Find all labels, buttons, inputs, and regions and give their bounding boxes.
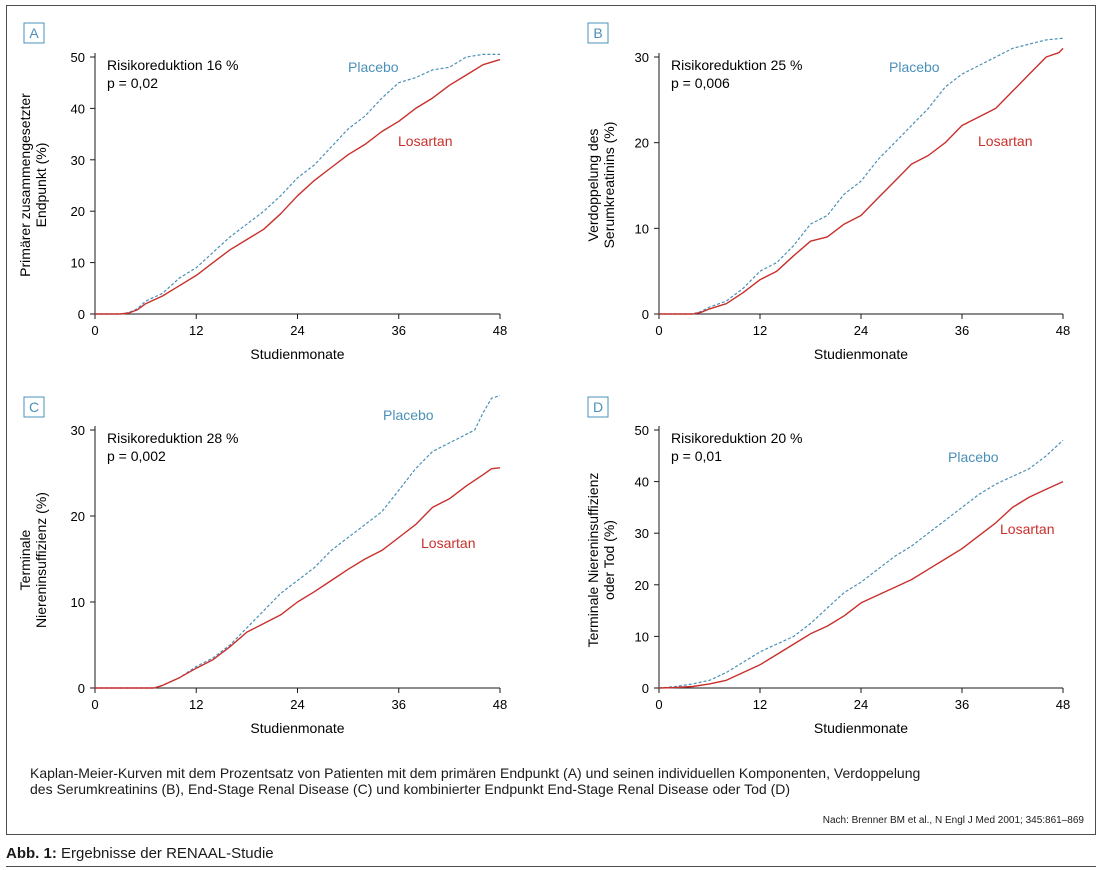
figure-frame (6, 5, 1096, 835)
y-axis-title-line: Niereninsuffizienz (%) (33, 492, 49, 628)
risk-reduction-text: Risikoreduktion 25 % (671, 57, 803, 73)
y-axis-title-line: oder Tod (%) (601, 520, 617, 600)
y-axis-title-line: Terminale Niereninsuffizienz (585, 473, 601, 648)
y-tick-label: 20 (71, 509, 85, 524)
x-tick-label: 36 (392, 697, 406, 712)
losartan-line (658, 480, 1064, 689)
panel-letter-box (587, 22, 609, 44)
x-tick-label: 36 (392, 323, 406, 338)
x-tick-label: 12 (189, 323, 203, 338)
losartan-label: Losartan (421, 535, 475, 551)
figure-label: Abb. 1: Ergebnisse der RENAAL-Studie (6, 845, 274, 862)
y-tick-label: 10 (71, 256, 85, 271)
chart-panel-b: B 0 12 24 36 48 0 10 20 30 Studienmonate Verdoppelu… (585, 22, 1070, 362)
y-tick-label: 50 (635, 423, 649, 438)
y-axis-title-line: Primärer zusammengesetzter (17, 93, 33, 277)
placebo-line (95, 395, 501, 689)
caption-line-1: Kaplan-Meier-Kurven mit dem Prozentsatz … (30, 765, 921, 781)
x-tick-label: 12 (753, 323, 767, 338)
risk-reduction-text: Risikoreduktion 28 % (107, 430, 239, 446)
x-tick-label: 0 (655, 697, 662, 712)
caption-line-2: des Serumkreatinins (B), End-Stage Renal… (30, 781, 791, 797)
y-tick-label: 30 (635, 526, 649, 541)
x-tick-label: 24 (290, 697, 304, 712)
p-value-text: p = 0,01 (671, 448, 722, 464)
x-tick-label: 0 (91, 697, 98, 712)
x-axis-title: Studienmonate (814, 720, 908, 736)
y-tick-label: 0 (78, 681, 85, 696)
risk-reduction-text: Risikoreduktion 20 % (671, 430, 803, 446)
chart-panel-a: A 0 12 24 36 48 0 10 20 30 40 50 Studienmonate Primär… (17, 22, 507, 362)
bottom-rule (6, 866, 1096, 867)
figure-caption: Kaplan-Meier-Kurven mit dem Prozentsatz … (30, 765, 1070, 797)
y-tick-label: 20 (71, 204, 85, 219)
x-tick-label: 12 (189, 697, 203, 712)
y-tick-label: 0 (78, 307, 85, 322)
x-tick-label: 24 (854, 697, 868, 712)
y-axis-title-line: Terminale (17, 529, 33, 590)
y-axis-title-line: Endpunkt (%) (33, 143, 49, 228)
risk-reduction-text: Risikoreduktion 16 % (107, 57, 239, 73)
losartan-line (95, 58, 501, 315)
x-tick-label: 24 (854, 323, 868, 338)
panel-letter: D (593, 399, 603, 415)
x-tick-label: 48 (1056, 697, 1070, 712)
panel-letter: C (29, 399, 39, 415)
x-tick-label: 48 (493, 323, 507, 338)
x-tick-label: 24 (290, 323, 304, 338)
x-tick-label: 36 (955, 697, 969, 712)
y-tick-label: 30 (71, 423, 85, 438)
placebo-line (659, 37, 1064, 315)
y-tick-label: 10 (71, 595, 85, 610)
x-tick-label: 0 (91, 323, 98, 338)
y-tick-label: 10 (635, 629, 649, 644)
placebo-line (95, 53, 500, 315)
x-axis-title: Studienmonate (250, 720, 344, 736)
panel-letter: A (29, 25, 39, 41)
losartan-line (95, 467, 501, 689)
source-citation: Nach: Brenner BM et al., N Engl J Med 20… (822, 815, 1084, 826)
figure-label-prefix: Abb. 1: (6, 845, 57, 862)
x-axis-title: Studienmonate (814, 346, 908, 362)
panel-letter-box (23, 22, 45, 44)
y-tick-label: 0 (642, 307, 649, 322)
chart-panel-c: C 0 12 24 36 48 0 10 20 30 Studienmonate Terminale N… (17, 395, 507, 736)
losartan-label: Losartan (1000, 521, 1054, 537)
placebo-label: Placebo (948, 449, 999, 465)
panel-letter-box (23, 396, 45, 418)
panel-letter: B (593, 25, 602, 41)
y-tick-label: 20 (635, 136, 649, 151)
panel-letter-box (587, 396, 609, 418)
y-tick-label: 40 (635, 475, 649, 490)
p-value-text: p = 0,02 (107, 75, 158, 91)
placebo-label: Placebo (383, 407, 434, 423)
y-tick-label: 50 (71, 50, 85, 65)
x-tick-label: 0 (655, 323, 662, 338)
x-tick-label: 12 (753, 697, 767, 712)
placebo-label: Placebo (889, 59, 940, 75)
chart-panel-d: D 0 12 24 36 48 0 10 20 30 40 50 Studienmonate Termin… (585, 396, 1070, 736)
losartan-label: Losartan (398, 133, 452, 149)
placebo-label: Placebo (348, 59, 399, 75)
y-axis-title-line: Serumkreatinins (%) (601, 122, 617, 249)
figure-label-text: Ergebnisse der RENAAL-Studie (61, 845, 274, 862)
p-value-text: p = 0,002 (107, 448, 166, 464)
x-tick-label: 48 (1056, 323, 1070, 338)
x-tick-label: 48 (493, 697, 507, 712)
placebo-line (658, 439, 1064, 689)
y-tick-label: 30 (71, 153, 85, 168)
x-tick-label: 36 (955, 323, 969, 338)
y-tick-label: 20 (635, 578, 649, 593)
y-tick-label: 0 (642, 681, 649, 696)
p-value-text: p = 0,006 (671, 75, 730, 91)
y-tick-label: 40 (71, 101, 85, 116)
losartan-label: Losartan (978, 133, 1032, 149)
y-tick-label: 10 (635, 221, 649, 236)
y-tick-label: 30 (635, 50, 649, 65)
y-axis-title-line: Verdoppelung des (585, 129, 601, 242)
x-axis-title: Studienmonate (250, 346, 344, 362)
losartan-line (659, 47, 1064, 315)
